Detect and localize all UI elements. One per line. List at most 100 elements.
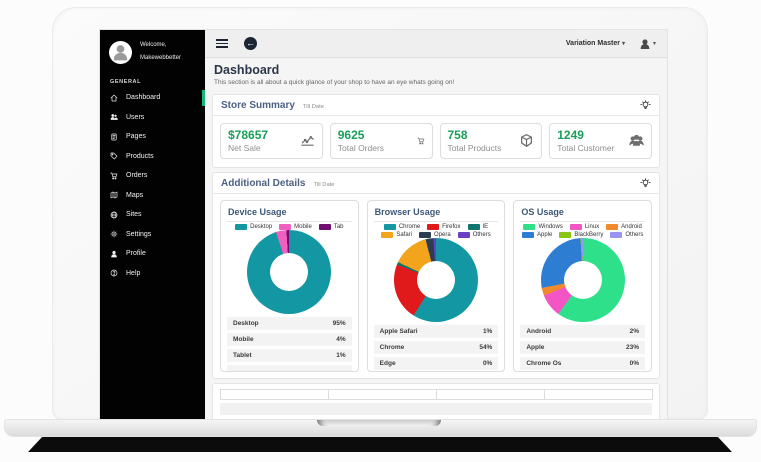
percent-table: Apple Safari 1% Chrome 54% Edge 0% (373, 325, 499, 371)
legend-swatch (521, 232, 534, 238)
store-summary-card: Store Summary Till Date $78657 Net Sale 96… (212, 94, 660, 168)
legend-swatch (457, 232, 470, 238)
welcome-line2: Makewebbetter (140, 55, 182, 61)
legend-label: BlackBerry (574, 232, 604, 238)
table-header-cell (328, 389, 437, 400)
legend-label: Chrome (398, 224, 421, 230)
stat-label: Net Sale (228, 143, 261, 153)
legend-label: Safari (396, 232, 412, 238)
legend-label: Linux (584, 224, 600, 230)
percent-table: Android 2% Apple 23% Chrome Os 0% (520, 325, 646, 371)
stat-total-orders: 9625 Total Orders (329, 123, 433, 159)
sidebar-item-settings[interactable]: Settings (100, 225, 205, 245)
legend-item-android: Android (606, 224, 642, 230)
legend-swatch (559, 232, 572, 238)
additional-details-card: Additional Details Till Date Device Usag… (212, 172, 660, 379)
back-circle-icon[interactable]: ← (244, 37, 257, 50)
table-row: Apple 23% (520, 341, 646, 354)
additional-details-date-filter: Till Date (313, 181, 335, 188)
legend-swatch (467, 224, 480, 230)
cart-icon (416, 137, 425, 145)
chart-legend: Desktop Mobile Tab (227, 224, 352, 230)
table-header-cell (436, 389, 545, 400)
stat-value: 9625 (337, 128, 365, 142)
bulb-icon[interactable] (640, 178, 651, 189)
chart-title: Device Usage (227, 206, 352, 222)
table-row: Android 2% (520, 325, 646, 338)
legend-swatch (381, 232, 394, 238)
row-label: Chrome Os (526, 360, 562, 367)
table-row: Desktop 95% (227, 317, 352, 330)
sidebar-item-label: Orders (126, 172, 148, 180)
legend-label: Opera (434, 232, 451, 238)
sidebar-item-orders[interactable]: Orders (100, 166, 205, 186)
cube-icon (519, 133, 534, 148)
legend-item-blackberry: BlackBerry (559, 232, 603, 238)
donut-hole (417, 261, 455, 299)
welcome-line1: Welcome, (140, 42, 167, 48)
content-area: Dashboard This section is all about a qu… (205, 58, 667, 420)
donut-hole (270, 253, 309, 291)
profile-icon (110, 250, 120, 258)
stats-row: $78657 Net Sale 9625 Total Orders 758 Total P… (213, 116, 659, 167)
map-icon (110, 191, 120, 199)
sidebar-section-label: GENERAL (110, 79, 142, 85)
hamburger-menu-icon[interactable] (216, 38, 228, 50)
help-icon (110, 269, 120, 277)
table-body-placeholder (220, 403, 652, 415)
table-row: Mobile 4% (227, 333, 352, 346)
account-menu[interactable]: Variation Master ▾ (566, 40, 625, 47)
welcome-text: Welcome, Makewebbetter (140, 39, 181, 65)
sidebar-item-profile[interactable]: Profile (100, 244, 205, 264)
caret-down-icon: ▾ (652, 41, 656, 47)
additional-details-title: Additional Details (221, 178, 306, 189)
chart-legend: Chrome Firefox IE Safari Opera Others (374, 224, 499, 238)
sidebar-item-label: Sites (126, 211, 142, 219)
stat-net-sale: $78657 Net Sale (220, 123, 323, 159)
chart-legend: Windows Linux Android Apple BlackBerry Others (520, 224, 645, 238)
active-indicator (202, 90, 205, 106)
sidebar-item-users[interactable]: Users (100, 108, 205, 128)
store-summary-date-filter: Till Date (302, 103, 324, 110)
table-row: Chrome Os 0% (520, 357, 646, 370)
row-label: Chrome (379, 344, 405, 351)
sidebar-item-pages[interactable]: Pages (100, 127, 205, 147)
table-header-row (220, 389, 653, 400)
sidebar-item-label: Users (126, 113, 145, 121)
laptop-shadow (28, 437, 732, 452)
donut-chart-browser-usage (394, 238, 478, 322)
percent-table: Desktop 95% Mobile 4% Tablet 1% (227, 317, 352, 371)
legend-item-firefox: Firefox (427, 224, 461, 230)
table-row: Apple Safari 1% (373, 325, 499, 338)
sidebar-item-maps[interactable]: Maps (100, 186, 205, 206)
legend-item-linux: Linux (569, 224, 600, 230)
row-label: Desktop (233, 320, 259, 327)
globe-icon (110, 211, 120, 219)
row-label: Apple Safari (379, 328, 418, 335)
legend-item-tab: Tab (318, 224, 344, 230)
bulb-icon[interactable] (640, 100, 651, 111)
sidebar-item-dashboard[interactable]: Dashboard (100, 88, 205, 108)
legend-label: Tab (333, 224, 344, 230)
row-value: 0% (629, 360, 640, 367)
stat-label: Total Products (447, 143, 502, 153)
donut-chart-os-usage (540, 238, 625, 322)
legend-swatch (235, 224, 248, 230)
legend-swatch (419, 232, 431, 238)
chart-title: Browser Usage (373, 206, 499, 222)
legend-item-others: Others (610, 232, 643, 238)
sidebar-item-help[interactable]: Help (100, 264, 205, 284)
user-menu[interactable]: ▾ (639, 38, 656, 50)
legend-label: IE (482, 224, 489, 230)
row-value: 1% (482, 328, 493, 335)
row-label: Edge (379, 360, 396, 367)
store-summary-title: Store Summary (221, 100, 295, 111)
sidebar-item-products[interactable]: Products (100, 147, 205, 167)
users-icon (110, 113, 120, 121)
table-row: Tablet 1% (227, 349, 352, 362)
laptop-screen-bezel: Welcome, Makewebbetter GENERAL Dashboard… (52, 7, 708, 421)
legend-swatch (318, 224, 331, 230)
table-header-cell (220, 389, 329, 400)
sidebar-item-sites[interactable]: Sites (100, 205, 205, 225)
bottom-table-card (212, 383, 660, 420)
